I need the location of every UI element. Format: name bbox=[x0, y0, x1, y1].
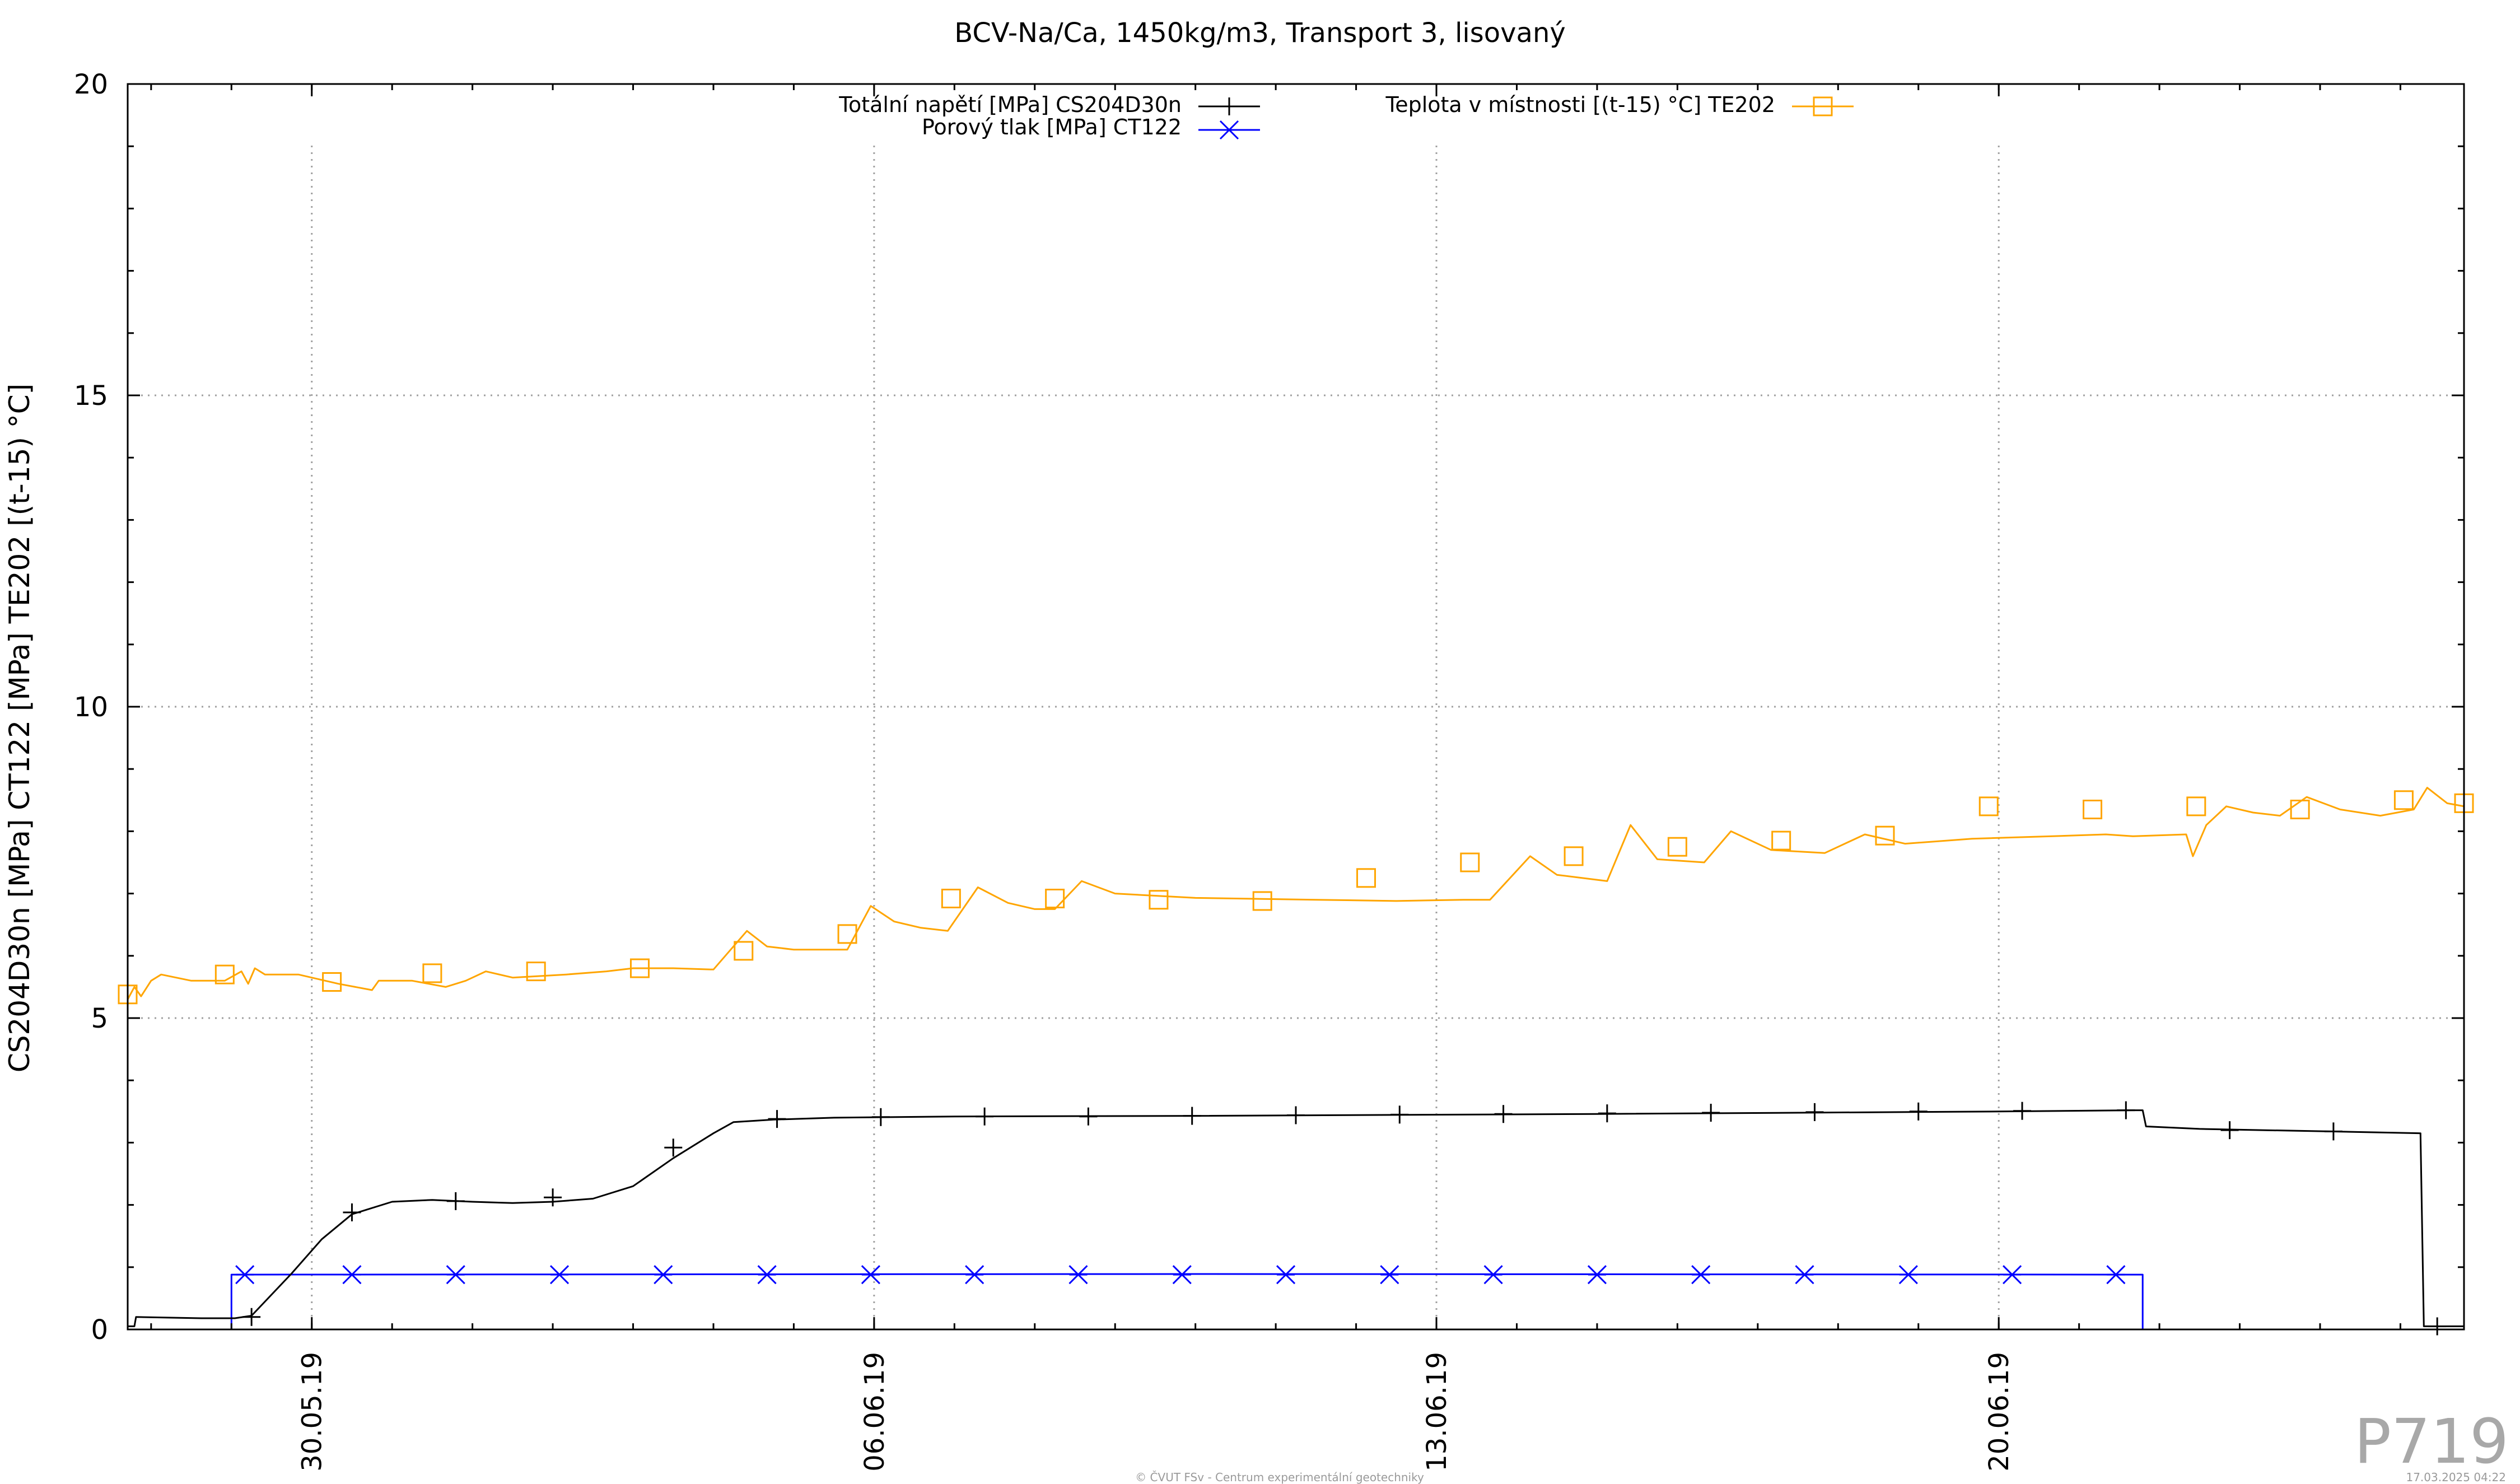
legend-entry: Porový tlak [MPa] CT122 bbox=[922, 115, 1260, 140]
data-point bbox=[1460, 852, 1480, 872]
grid bbox=[128, 146, 2464, 1329]
data-point bbox=[2220, 1121, 2239, 1140]
data-point bbox=[861, 1265, 880, 1285]
data-point bbox=[654, 1265, 673, 1285]
data-point bbox=[446, 1192, 465, 1210]
data-point bbox=[1702, 1104, 1720, 1122]
legend-entry: Teplota v místnosti [(t-15) °C] TE202 bbox=[1385, 92, 1854, 117]
data-point bbox=[2428, 1317, 2447, 1336]
x-tick-label: 06.06.19 bbox=[859, 1352, 890, 1472]
data-point bbox=[2117, 1101, 2135, 1119]
data-point bbox=[422, 963, 442, 983]
data-point bbox=[837, 924, 857, 944]
series-line bbox=[127, 787, 2465, 1000]
data-point bbox=[1598, 1104, 1616, 1123]
data-point bbox=[1183, 1107, 1201, 1125]
x-tick-label: 13.06.19 bbox=[1421, 1352, 1453, 1472]
data-point bbox=[1252, 891, 1272, 911]
data-point bbox=[734, 941, 754, 961]
data-point bbox=[1691, 1265, 1711, 1285]
series-0 bbox=[128, 1101, 2464, 1336]
data-point bbox=[1079, 1107, 1098, 1126]
y-axis-label: CS204D30n [MPa] CT122 [MPa] TE202 [(t-15… bbox=[3, 384, 36, 1072]
plot-id: P719 bbox=[2354, 1406, 2509, 1477]
data-point bbox=[1875, 825, 1895, 846]
ticks: 0 5 10 15 20 30.05.19 06.06.19 13.06.19 20.06.19 bbox=[74, 69, 2464, 1472]
data-point bbox=[2003, 1265, 2022, 1285]
y-tick-label: 5 bbox=[91, 1003, 108, 1034]
data-point bbox=[2186, 796, 2206, 816]
data-point bbox=[1909, 1102, 1928, 1121]
data-point bbox=[1494, 1105, 1513, 1123]
data-point bbox=[1805, 1103, 1824, 1121]
data-point bbox=[322, 972, 342, 992]
chart-title: BCV-Na/Ca, 1450kg/m3, Transport 3, lisov… bbox=[954, 17, 1566, 49]
data-point bbox=[1380, 1265, 1399, 1285]
y-tick-label: 0 bbox=[91, 1314, 108, 1346]
x-tick-label: 30.05.19 bbox=[297, 1352, 328, 1472]
data-point bbox=[2013, 1102, 2032, 1120]
data-point bbox=[343, 1203, 361, 1221]
legend-label: Teplota v místnosti [(t-15) °C] TE202 bbox=[1385, 92, 1775, 117]
data-point bbox=[446, 1265, 465, 1285]
data-point bbox=[1356, 868, 1376, 888]
legend-entry: Totální napětí [MPa] CS204D30n bbox=[838, 92, 1260, 117]
legend-label: Totální napětí [MPa] CS204D30n bbox=[838, 92, 1182, 117]
data-point bbox=[1813, 96, 1833, 116]
data-point bbox=[549, 1265, 570, 1285]
data-point bbox=[1667, 837, 1687, 857]
data-point bbox=[1068, 1265, 1088, 1285]
data-point bbox=[1564, 846, 1584, 866]
data-point bbox=[965, 1265, 984, 1285]
data-point bbox=[2290, 799, 2310, 819]
data-point bbox=[214, 964, 235, 984]
data-point bbox=[1390, 1105, 1409, 1124]
data-point bbox=[768, 1110, 786, 1128]
data-point bbox=[2393, 790, 2414, 810]
x-tick-label: 20.06.19 bbox=[1984, 1352, 2015, 1472]
data-point bbox=[1587, 1265, 1607, 1285]
data-point bbox=[664, 1138, 683, 1157]
data-point bbox=[526, 962, 546, 982]
data-point bbox=[1149, 890, 1169, 910]
data-point bbox=[1795, 1265, 1814, 1285]
data-point bbox=[2106, 1265, 2126, 1285]
data-point bbox=[544, 1188, 562, 1207]
footer-timestamp: 17.03.2025 04:22 bbox=[2406, 1471, 2506, 1484]
data-point bbox=[941, 888, 961, 908]
data-point bbox=[1287, 1106, 1305, 1124]
data-point bbox=[1220, 97, 1238, 115]
data-point bbox=[1219, 120, 1239, 140]
data-point bbox=[871, 1108, 890, 1126]
footer-copyright: © ČVUT FSv - Centrum experimentální geot… bbox=[1135, 1471, 1424, 1484]
data-point bbox=[1771, 830, 1791, 851]
data-point bbox=[976, 1107, 994, 1126]
data-point bbox=[1978, 796, 1999, 816]
data-point bbox=[2083, 799, 2103, 819]
data-point bbox=[629, 958, 650, 978]
data-point bbox=[2324, 1122, 2342, 1141]
data-point bbox=[1483, 1265, 1503, 1285]
series-2 bbox=[118, 787, 2474, 1005]
data-point bbox=[242, 1308, 261, 1326]
y-tick-label: 10 bbox=[74, 692, 108, 723]
legend-label: Porový tlak [MPa] CT122 bbox=[922, 115, 1182, 139]
data-point bbox=[757, 1265, 777, 1285]
y-tick-label: 15 bbox=[74, 380, 108, 412]
data-point bbox=[235, 1265, 255, 1285]
data-point bbox=[1898, 1265, 1918, 1285]
data-point bbox=[1172, 1265, 1192, 1285]
data-point bbox=[342, 1265, 362, 1285]
series-layer bbox=[118, 787, 2474, 1336]
data-point bbox=[1276, 1265, 1296, 1285]
data-point bbox=[1045, 888, 1065, 908]
y-tick-label: 20 bbox=[74, 69, 108, 100]
